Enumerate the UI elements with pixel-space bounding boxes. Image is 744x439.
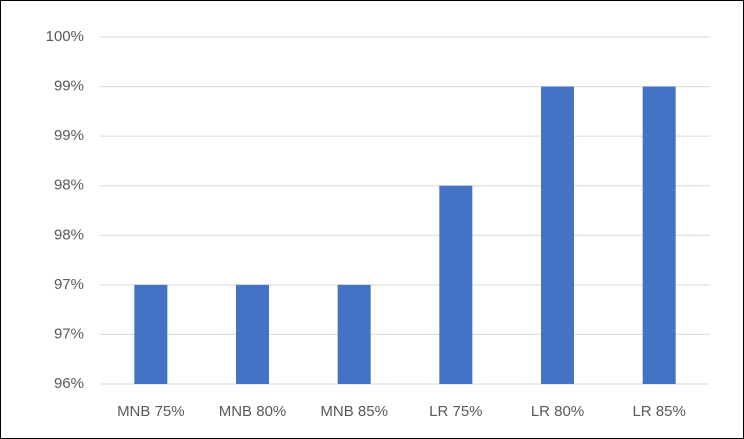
y-tick-label: 96% bbox=[54, 375, 84, 392]
y-tick-label: 99% bbox=[54, 78, 84, 95]
bar bbox=[541, 86, 574, 385]
bar bbox=[439, 185, 473, 384]
bar bbox=[337, 284, 371, 384]
x-tick-label: MNB 80% bbox=[219, 403, 287, 420]
bar bbox=[134, 284, 168, 384]
x-tick-label: LR 80% bbox=[531, 403, 584, 420]
y-tick-label: 97% bbox=[54, 276, 84, 293]
x-tick-label: MNB 85% bbox=[320, 403, 388, 420]
y-tick-label: 100% bbox=[46, 28, 84, 45]
y-tick-label: 97% bbox=[54, 325, 84, 342]
x-tick-label: LR 85% bbox=[632, 403, 685, 420]
x-tick-label: LR 75% bbox=[429, 403, 482, 420]
y-tick-label: 98% bbox=[54, 177, 84, 194]
y-tick-label: 99% bbox=[54, 127, 84, 144]
x-tick-label: MNB 75% bbox=[117, 403, 185, 420]
bar bbox=[642, 86, 676, 385]
y-tick-label: 98% bbox=[54, 226, 84, 243]
bar bbox=[236, 284, 269, 384]
